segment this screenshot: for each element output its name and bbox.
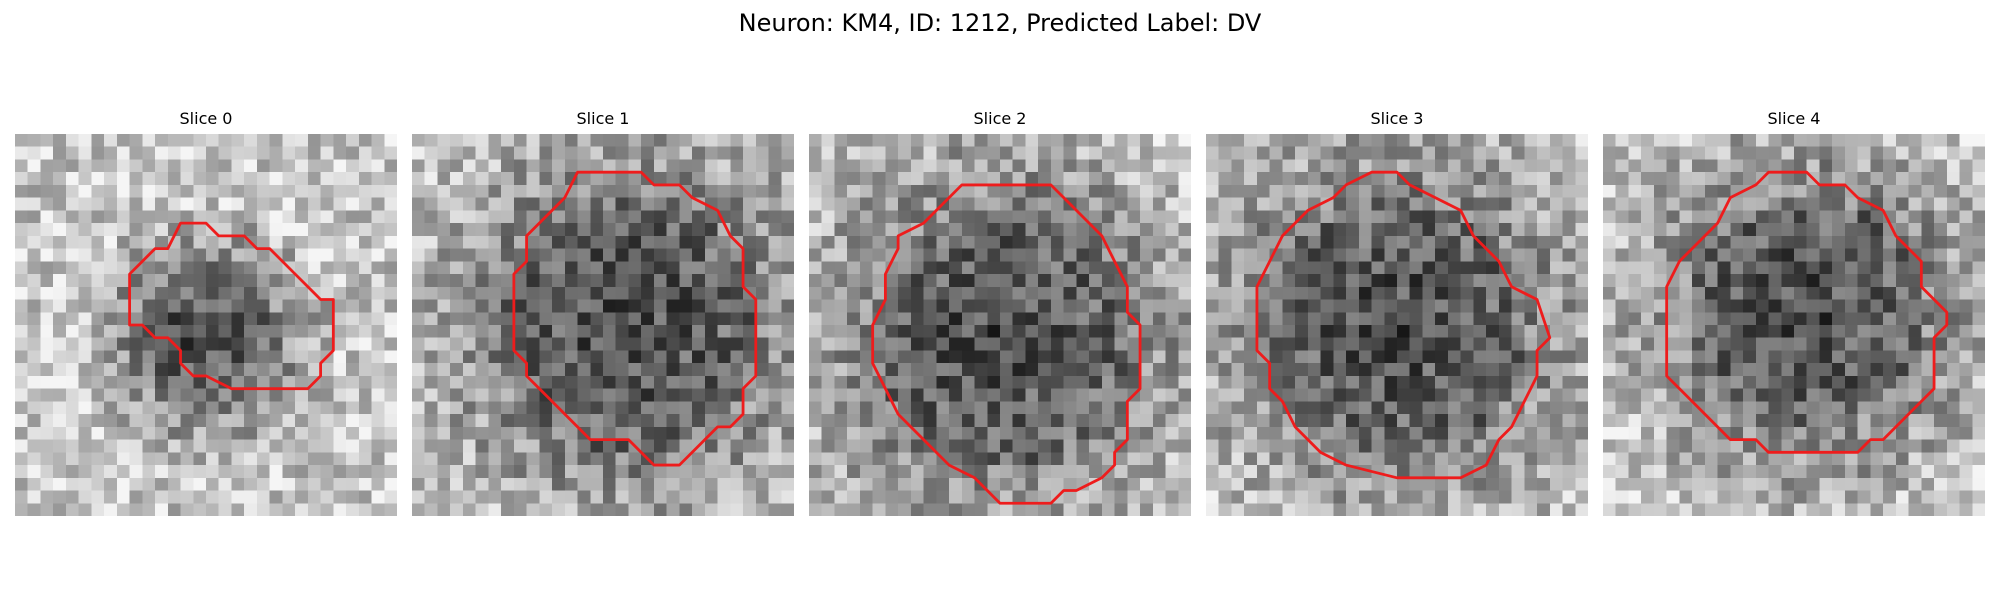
slice-title-0: Slice 0 <box>179 109 233 128</box>
pixel-grid <box>15 134 397 516</box>
slice-image-0 <box>15 134 397 516</box>
cell-contour <box>512 170 758 467</box>
cell-contour <box>1255 170 1552 480</box>
slice-image-4 <box>1603 134 1985 516</box>
slice-image-1 <box>412 134 794 516</box>
slice-image-2 <box>809 134 1191 516</box>
pixel-grid <box>1206 134 1588 516</box>
cell-contour <box>128 221 335 391</box>
figure-title: Neuron: KM4, ID: 1212, Predicted Label: … <box>738 9 1262 37</box>
slice-title-3: Slice 3 <box>1370 109 1424 128</box>
pixel-grid <box>412 134 794 516</box>
cell-contour <box>1665 170 1949 454</box>
pixel-grid <box>809 134 1191 516</box>
slice-image-3 <box>1206 134 1588 516</box>
slice-title-2: Slice 2 <box>973 109 1027 128</box>
slice-title-4: Slice 4 <box>1767 109 1821 128</box>
pixel-grid <box>1603 134 1985 516</box>
slice-title-1: Slice 1 <box>576 109 630 128</box>
cell-contour <box>871 183 1142 505</box>
